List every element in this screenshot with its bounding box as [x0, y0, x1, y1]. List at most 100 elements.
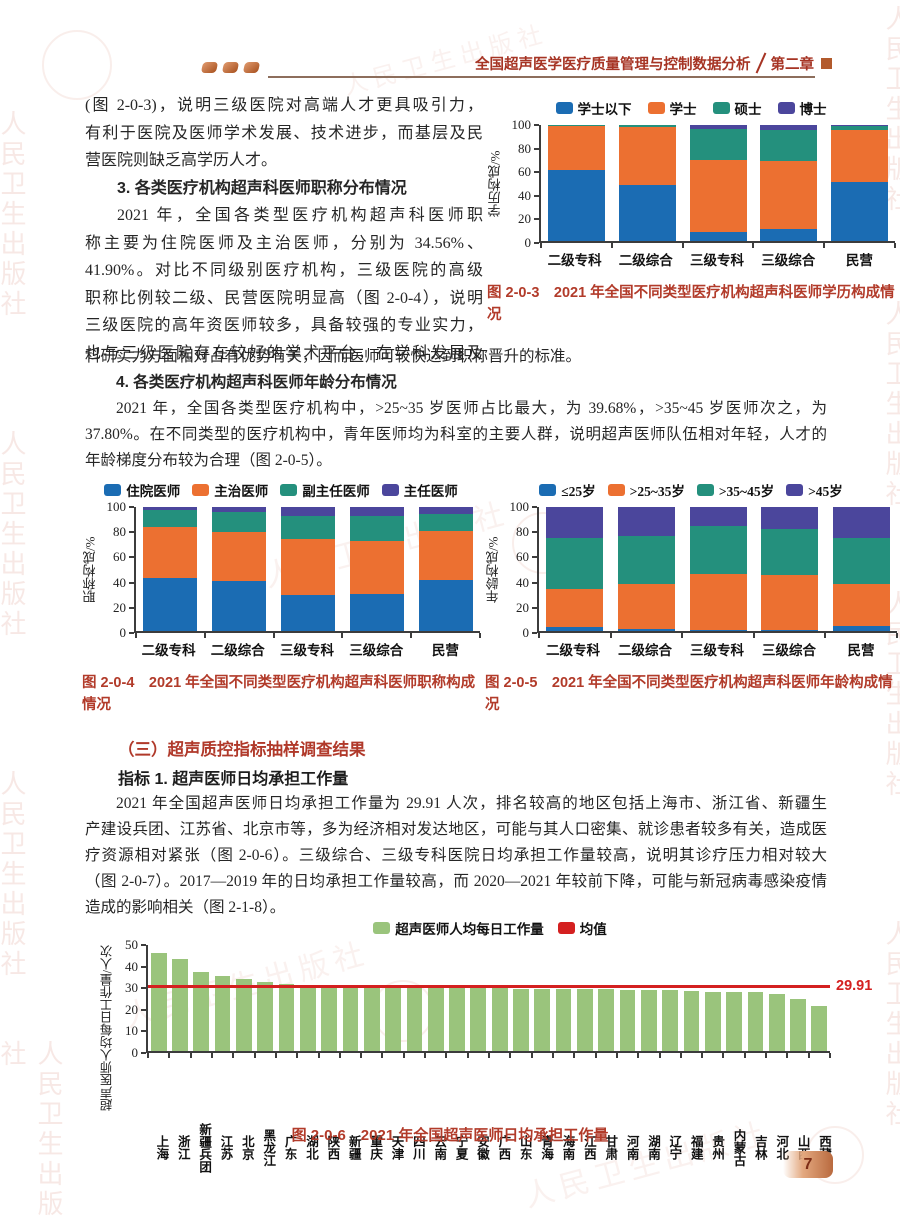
x-tick-mark	[824, 633, 827, 638]
y-axis: 0 10 20 30 40 50	[116, 937, 146, 1060]
bar-segment	[689, 507, 747, 526]
y-tick-mark	[141, 1030, 146, 1033]
x-tick-label: 四川	[410, 1135, 425, 1161]
bar-segment	[281, 507, 335, 516]
x-tick-mark	[573, 1053, 576, 1058]
bar-segment	[618, 185, 676, 241]
bar-segment	[212, 507, 266, 512]
x-tick-label: 湖北	[304, 1135, 318, 1161]
body-text-full: 科研实力方面相对占有优势有关，因而医师可较快达到职称晋升的标准。 4. 各类医疗机…	[85, 344, 827, 474]
bar-column	[548, 125, 605, 241]
bar	[747, 991, 764, 1051]
bar	[683, 990, 700, 1051]
legend-swatch-icon	[712, 102, 730, 114]
x-tick-label: 浙江	[175, 1135, 190, 1161]
y-tick-mark	[532, 506, 537, 508]
x-tick-label: 重庆	[368, 1135, 383, 1161]
x-tick-mark	[147, 1053, 149, 1058]
bar-slot	[191, 945, 212, 1051]
text-line: 职称比例较二级、民营医院明显高（图 2-0-4），说明	[85, 289, 483, 307]
y-tick: 40	[125, 959, 146, 975]
bar-segment	[761, 629, 819, 631]
bar	[406, 986, 423, 1051]
x-tick-label: 甘肃	[603, 1135, 618, 1161]
legend-item: 主任医师	[381, 480, 458, 500]
x-tick-mark	[823, 243, 826, 248]
y-tick-mark	[532, 606, 537, 609]
bar-segment	[350, 507, 404, 516]
x-tick-mark	[509, 1053, 512, 1058]
text-line: 年龄梯度分布较为合理（图 2-0-5）。	[85, 452, 332, 469]
x-tick-mark	[752, 633, 755, 638]
x-tick-mark	[894, 243, 896, 248]
chart-fig-2-0-4: 住院医师 主治医师 副主任医师 主任医师 职称构成/% 0 20 40 60 80 100 二级…	[82, 480, 481, 716]
y-tick: 40	[113, 575, 134, 591]
y-tick: 40	[516, 575, 537, 591]
bar-segment	[212, 531, 266, 582]
y-tick: 20	[125, 1002, 146, 1018]
text-line: 三级医院的高年资医师较多，具备较强的专业实力，	[85, 317, 483, 334]
bar-segment	[689, 525, 747, 574]
legend-item: >45岁	[786, 480, 843, 500]
x-tick-mark	[296, 1053, 299, 1058]
y-tick-label: 20	[113, 599, 126, 615]
x-tick-label: 二级综合	[210, 643, 265, 658]
plot-area: 29.91	[146, 945, 872, 1058]
y-tick-mark	[129, 531, 134, 534]
x-tick-mark	[551, 1053, 554, 1058]
y-tick: 0	[523, 625, 537, 641]
bar-slot	[468, 945, 489, 1051]
legend-swatch-icon	[539, 484, 557, 496]
bar-segment	[831, 126, 888, 130]
bar-slot	[766, 945, 787, 1051]
x-tick-label: 民营	[431, 643, 459, 658]
y-axis: 0 20 40 60 80 100	[98, 499, 134, 640]
bar	[662, 990, 679, 1051]
figure-caption: 图 2-0-5 2021 年全国不同类型医疗机构超声科医师年龄构成情况	[485, 675, 893, 713]
x-tick-mark	[752, 243, 755, 248]
y-tick-mark	[141, 1008, 146, 1011]
legend-label: 博士	[799, 102, 827, 117]
text-line: (图 2-0-3)，说明三级医院对高端人才更具吸引力，	[85, 97, 483, 114]
bar-segment	[143, 577, 197, 631]
legend-label: 副主任医师	[302, 484, 370, 499]
bar-segment	[689, 128, 747, 160]
bar	[555, 988, 572, 1051]
x-tick-mark	[701, 1053, 704, 1058]
bar-segment	[831, 125, 888, 127]
mean-line: 29.91	[148, 978, 872, 994]
bar-slot	[404, 945, 425, 1051]
y-tick: 0	[132, 1045, 146, 1061]
legend-swatch-icon	[280, 484, 298, 496]
y-tick-label: 40	[516, 574, 529, 590]
legend-swatch-icon	[647, 102, 665, 114]
bar-segment	[281, 539, 335, 596]
x-tick-label: 黑龙江	[261, 1129, 276, 1167]
y-tick: 80	[518, 141, 539, 157]
bar-column	[419, 507, 473, 631]
y-tick: 50	[125, 937, 146, 953]
x-tick-label: 海南	[560, 1135, 575, 1161]
bar-segment	[143, 526, 197, 578]
x-tick-mark	[135, 633, 137, 638]
x-axis-labels: 上海 浙江 新疆兵团 江苏 北京 黑龙江 广东 湖北 陕西 新疆 重庆 天津 四川 云南 宁夏 安徽 广西 山东青…	[146, 1117, 831, 1179]
bar-segment	[618, 125, 676, 128]
y-tick: 20	[113, 600, 134, 616]
bar	[278, 984, 295, 1051]
bar	[534, 988, 551, 1051]
header-dots-decoration	[200, 62, 261, 73]
legend-item: 超声医师人均每日工作量	[373, 918, 544, 938]
bar	[577, 988, 593, 1051]
y-tick-label: 0	[119, 625, 127, 640]
plot-area	[134, 507, 481, 638]
bar-segment	[617, 583, 675, 629]
plot-area	[539, 125, 896, 248]
y-tick-mark	[141, 987, 146, 990]
y-tick-label: 100	[509, 499, 530, 514]
text-line: 有利于医院及医师学术发展、技术进步，而基层及民	[85, 124, 483, 142]
dot-icon	[200, 62, 219, 73]
x-tick-label: 二级综合	[618, 253, 673, 268]
bar	[385, 986, 401, 1051]
y-axis-label: 职称构成/%	[82, 536, 98, 604]
bar-slot	[340, 945, 361, 1051]
